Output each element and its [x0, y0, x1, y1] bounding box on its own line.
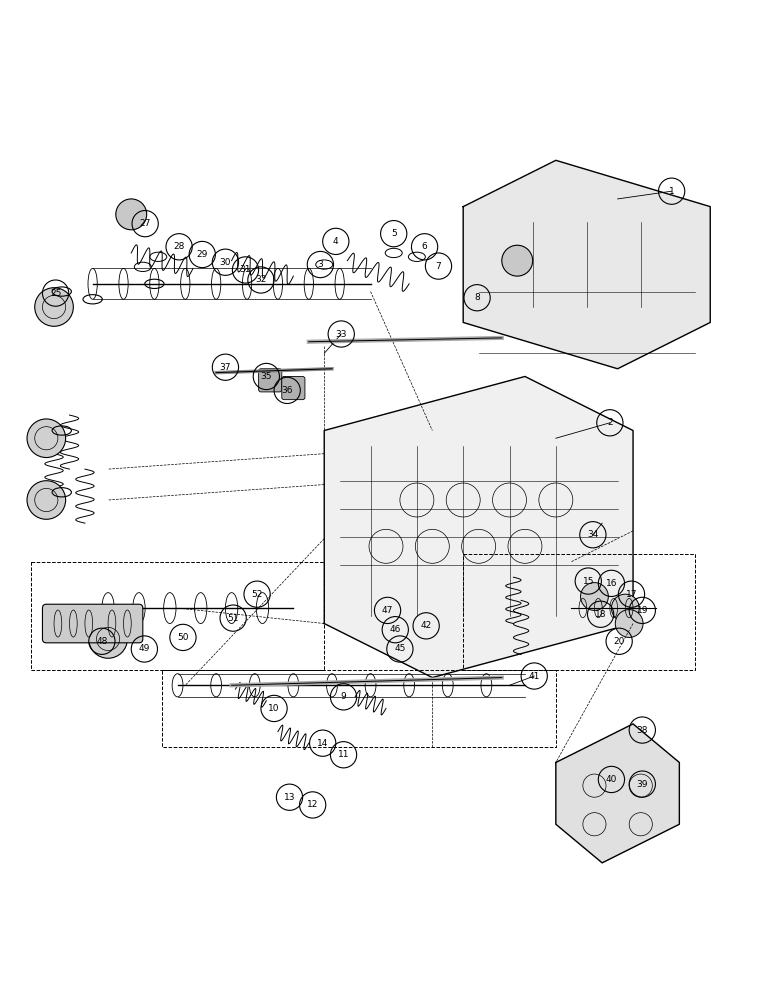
- Text: 46: 46: [390, 625, 401, 634]
- FancyBboxPatch shape: [259, 369, 282, 392]
- Text: 49: 49: [139, 644, 150, 653]
- Text: 40: 40: [606, 775, 617, 784]
- Text: 48: 48: [96, 637, 107, 646]
- Text: 5: 5: [391, 229, 397, 238]
- Text: 25: 25: [50, 289, 61, 298]
- Text: 16: 16: [606, 579, 617, 588]
- Text: 51: 51: [228, 614, 239, 623]
- Circle shape: [35, 288, 73, 326]
- Text: 30: 30: [220, 258, 231, 267]
- Text: 20: 20: [614, 637, 625, 646]
- Text: 38: 38: [637, 726, 648, 735]
- Text: 34: 34: [587, 530, 598, 539]
- Text: 1: 1: [669, 187, 675, 196]
- Text: 47: 47: [382, 606, 393, 615]
- Circle shape: [27, 481, 66, 519]
- Text: 13: 13: [284, 793, 295, 802]
- Text: 2: 2: [607, 418, 613, 427]
- Text: 33: 33: [336, 330, 347, 339]
- Text: 36: 36: [282, 386, 293, 395]
- Circle shape: [581, 583, 608, 610]
- Text: 29: 29: [197, 250, 208, 259]
- Circle shape: [611, 594, 639, 622]
- Circle shape: [502, 245, 533, 276]
- Circle shape: [615, 610, 643, 637]
- Text: 4: 4: [333, 237, 339, 246]
- FancyBboxPatch shape: [282, 376, 305, 400]
- Text: 31: 31: [240, 265, 251, 274]
- Polygon shape: [556, 724, 679, 863]
- Text: 10: 10: [269, 704, 279, 713]
- Text: 15: 15: [583, 577, 594, 586]
- Circle shape: [89, 620, 127, 658]
- Circle shape: [116, 199, 147, 230]
- Text: 7: 7: [435, 262, 442, 271]
- Polygon shape: [324, 376, 633, 678]
- Text: 11: 11: [338, 750, 349, 759]
- Text: 19: 19: [637, 606, 648, 615]
- Polygon shape: [463, 160, 710, 369]
- Text: 37: 37: [220, 363, 231, 372]
- Text: 28: 28: [174, 242, 185, 251]
- Text: 6: 6: [422, 242, 428, 251]
- Text: 35: 35: [261, 372, 272, 381]
- Circle shape: [27, 419, 66, 458]
- Text: 17: 17: [626, 590, 637, 599]
- Text: 3: 3: [317, 260, 323, 269]
- Text: 32: 32: [256, 275, 266, 284]
- Text: 50: 50: [178, 633, 188, 642]
- FancyBboxPatch shape: [42, 604, 143, 643]
- Text: 27: 27: [140, 219, 151, 228]
- Text: 41: 41: [529, 672, 540, 681]
- Text: 12: 12: [307, 800, 318, 809]
- Text: 52: 52: [252, 590, 262, 599]
- Text: 42: 42: [421, 621, 432, 630]
- Text: 39: 39: [637, 780, 648, 789]
- Text: 18: 18: [595, 610, 606, 619]
- Text: 8: 8: [474, 293, 480, 302]
- Text: 45: 45: [394, 644, 405, 653]
- Text: 9: 9: [340, 692, 347, 701]
- Text: 14: 14: [317, 739, 328, 748]
